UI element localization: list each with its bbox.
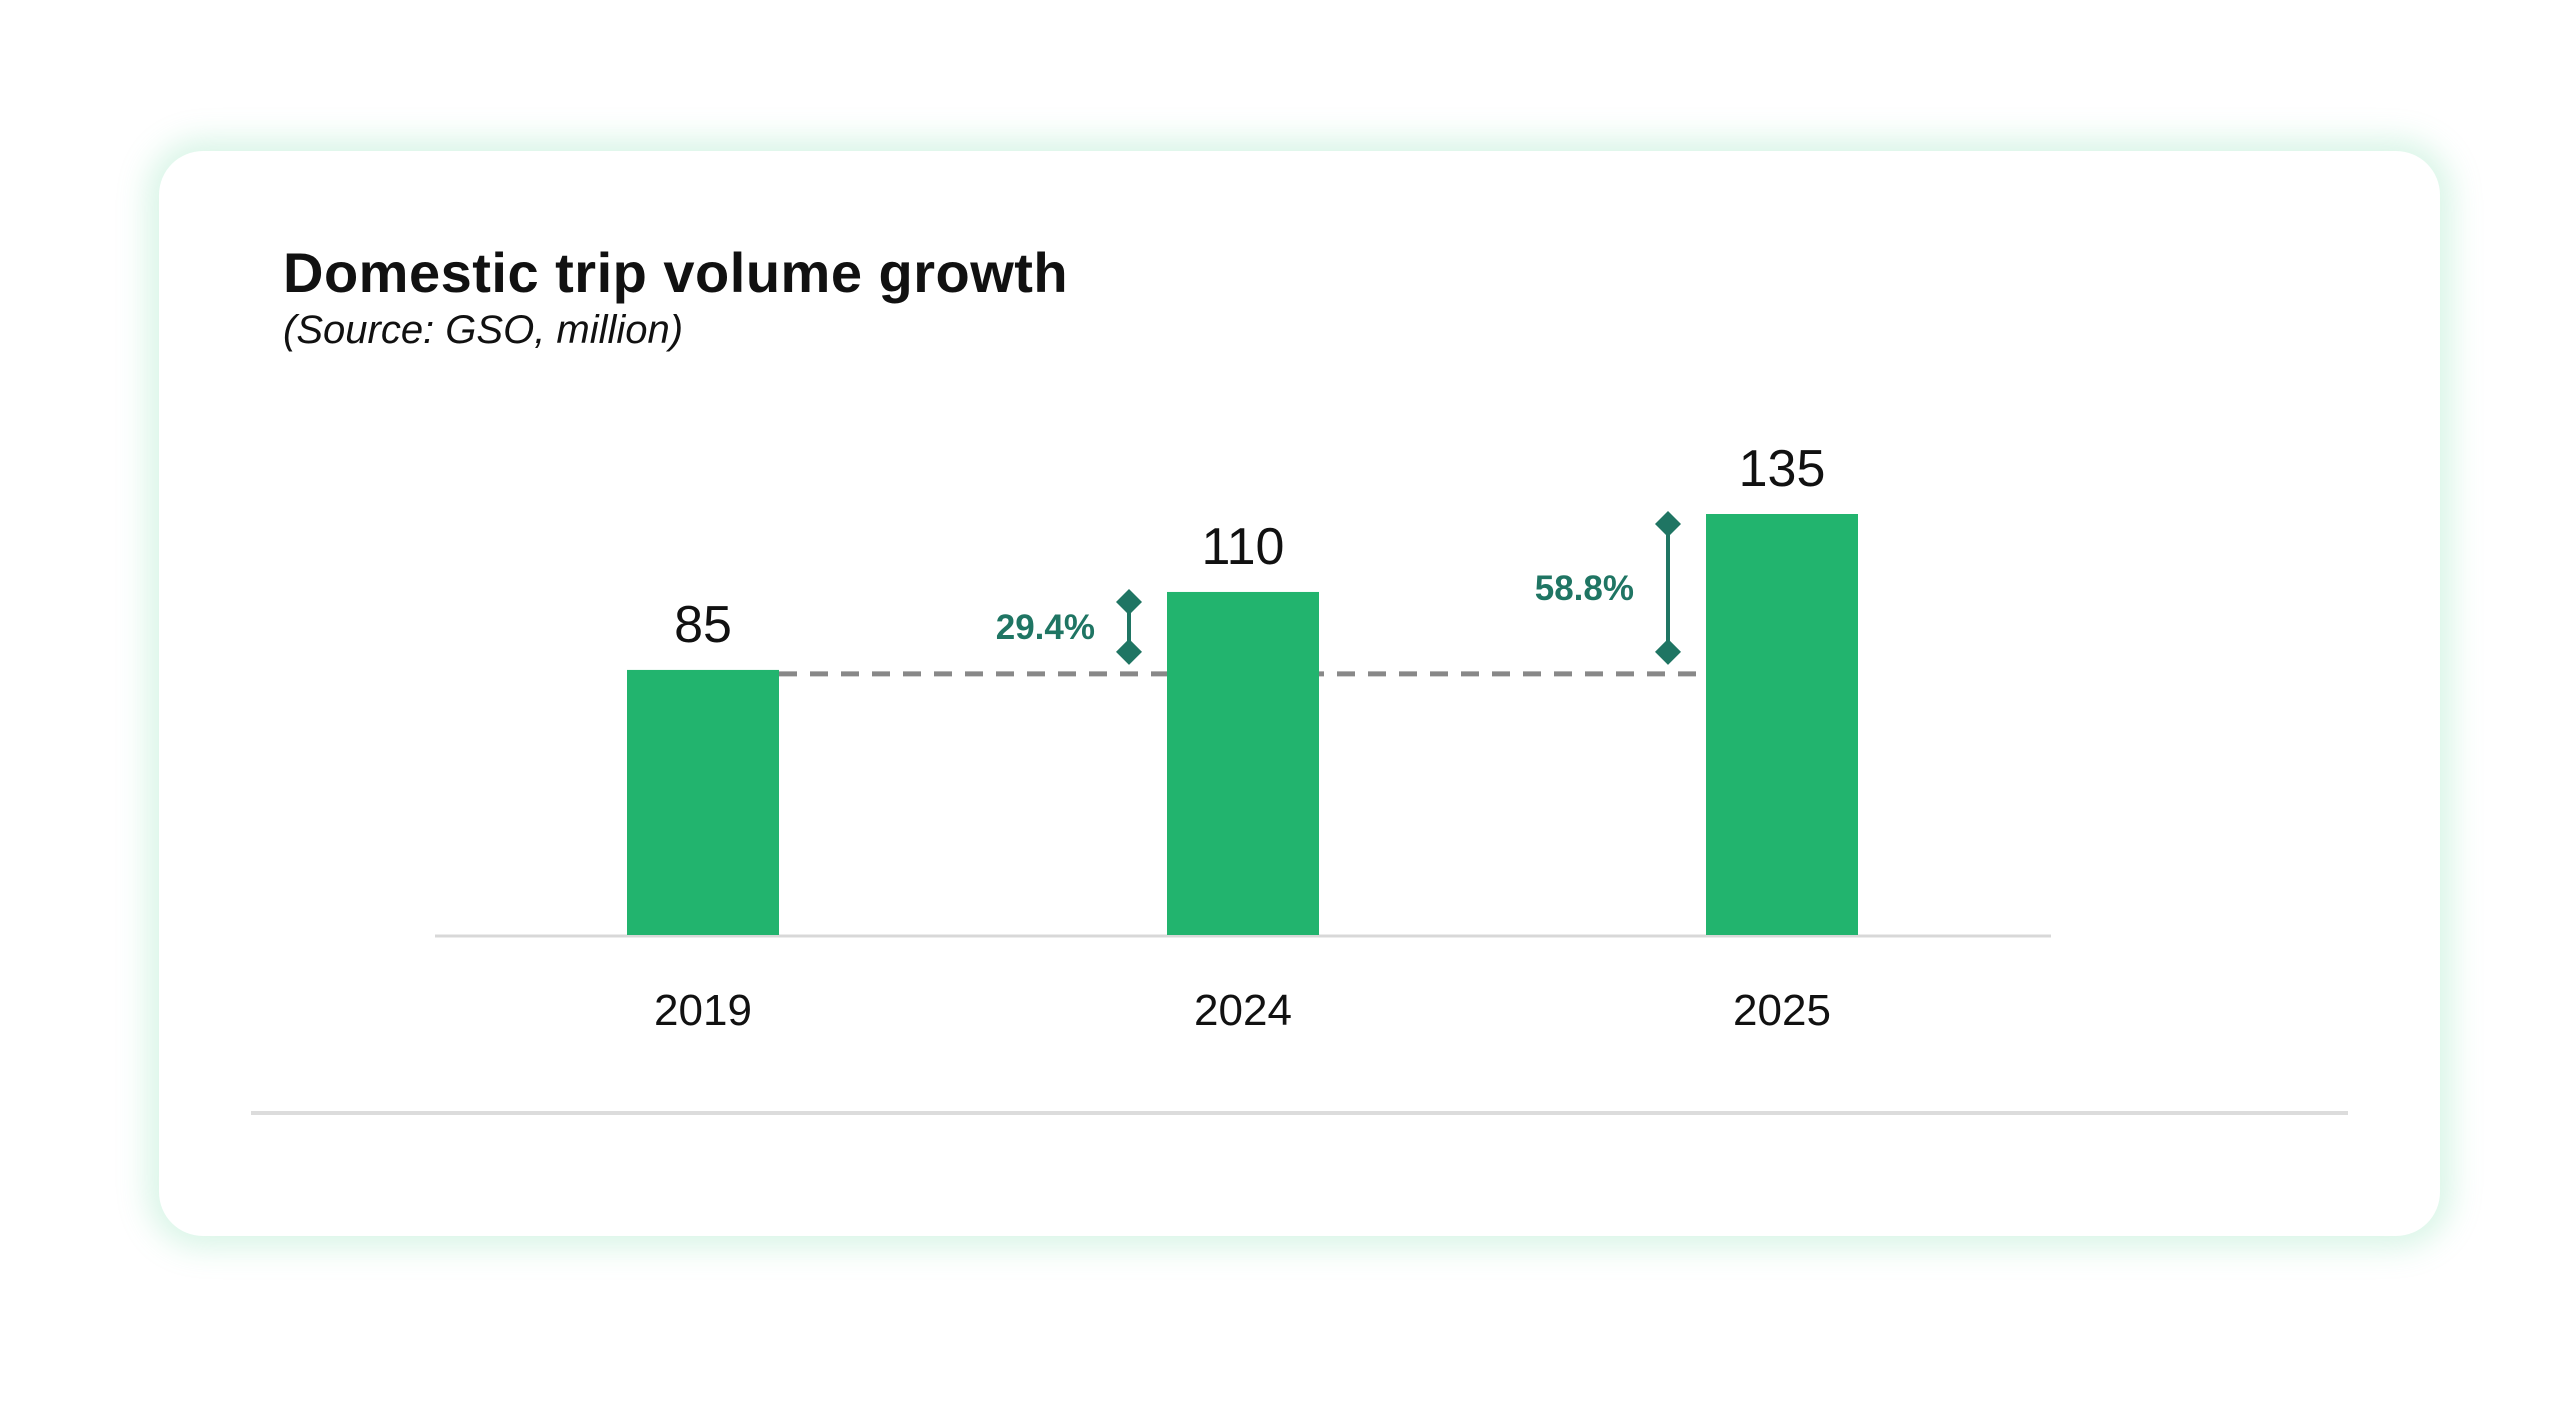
data-label-2019: 85 (674, 596, 732, 654)
growth-label: 58.8% (1535, 569, 1634, 608)
diamond-marker-icon (1655, 638, 1681, 665)
x-tick-label-2024: 2024 (1194, 986, 1292, 1035)
bar-2025 (1706, 514, 1858, 935)
x-tick-label-2019: 2019 (654, 986, 752, 1035)
diamond-marker-icon (1116, 588, 1142, 615)
data-label-2025: 135 (1739, 440, 1826, 498)
x-tick-label-2025: 2025 (1733, 986, 1831, 1035)
chart-title: Domestic trip volume growth (283, 241, 1069, 304)
chart-subtitle: (Source: GSO, million) (283, 308, 684, 352)
growth-label: 29.4% (996, 608, 1095, 647)
bar-2024 (1167, 591, 1319, 935)
divider (251, 1111, 2348, 1115)
diamond-marker-icon (1655, 511, 1681, 537)
bar-2019 (627, 669, 779, 935)
data-label-2024: 110 (1202, 518, 1285, 576)
diamond-marker-icon (1116, 638, 1142, 665)
